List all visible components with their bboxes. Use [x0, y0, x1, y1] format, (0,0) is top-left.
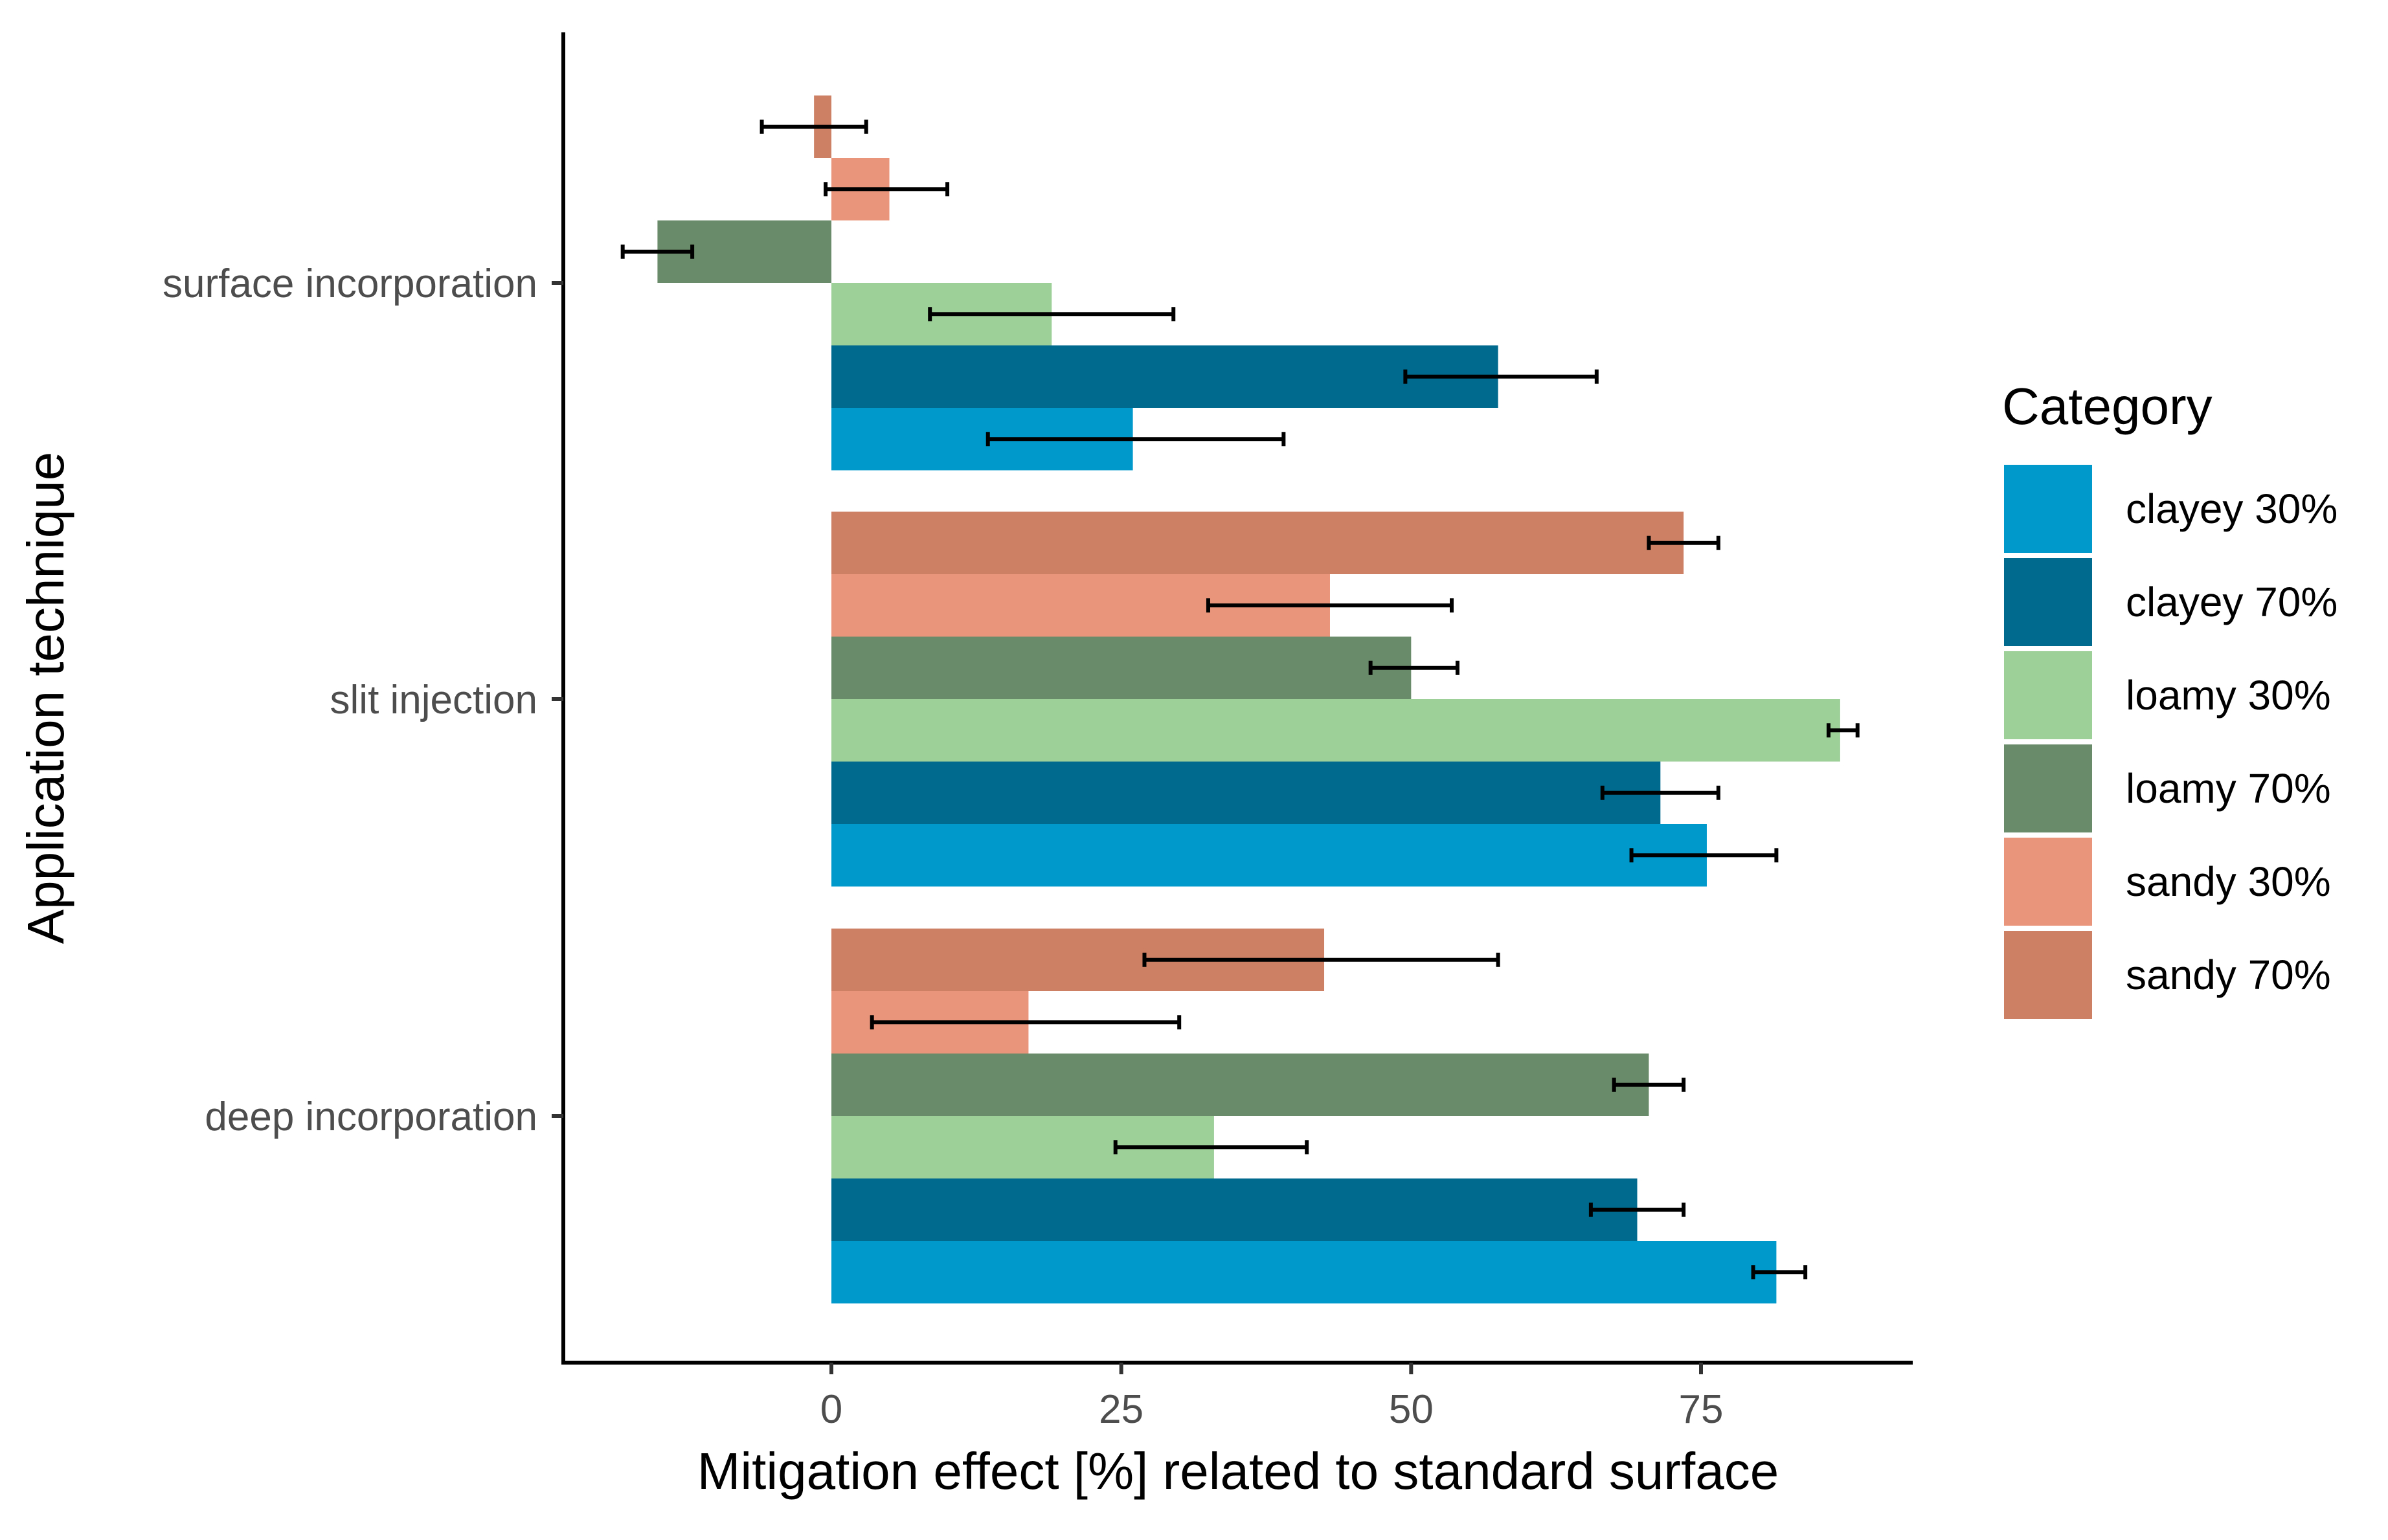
bar [831, 1053, 1649, 1116]
legend-label: loamy 30% [2126, 672, 2331, 719]
y-tick-label: slit injection [330, 678, 537, 722]
x-tick-label: 25 [1099, 1387, 1143, 1432]
legend-key [2004, 651, 2092, 739]
legend-label: clayey 30% [2126, 485, 2337, 532]
bar [831, 1178, 1638, 1241]
bar [831, 345, 1498, 408]
x-tick-label: 75 [1679, 1387, 1724, 1432]
bar [831, 699, 1840, 762]
legend-key [2004, 931, 2092, 1019]
legend-key [2004, 838, 2092, 926]
bar [831, 636, 1412, 699]
ticks-layer: surface incorporation slit injection deep … [163, 262, 1723, 1432]
legend-key [2004, 744, 2092, 832]
bars-layer [657, 95, 1840, 1304]
bar [831, 511, 1684, 574]
bar [831, 761, 1661, 824]
bar [831, 1241, 1777, 1304]
legend-label: sandy 70% [2126, 952, 2331, 998]
y-tick-label: deep incorporation [205, 1095, 537, 1139]
legend: Category clayey 30% clayey 70% loamy 30% lo… [2002, 377, 2337, 1019]
legend-label: clayey 70% [2126, 579, 2337, 625]
x-tick-label: 50 [1389, 1387, 1434, 1432]
y-tick-label: surface incorporation [163, 262, 537, 306]
x-axis-title: Mitigation effect [%] related to standar… [697, 1442, 1779, 1500]
y-axis-title: Application technique [17, 452, 74, 944]
legend-label: sandy 30% [2126, 858, 2331, 905]
legend-label: loamy 70% [2126, 765, 2331, 812]
bar [831, 824, 1707, 887]
legend-title: Category [2002, 377, 2213, 435]
x-tick-label: 0 [820, 1387, 842, 1432]
legend-key [2004, 465, 2092, 553]
errorbars-layer [620, 119, 1860, 1280]
legend-key [2004, 558, 2092, 646]
